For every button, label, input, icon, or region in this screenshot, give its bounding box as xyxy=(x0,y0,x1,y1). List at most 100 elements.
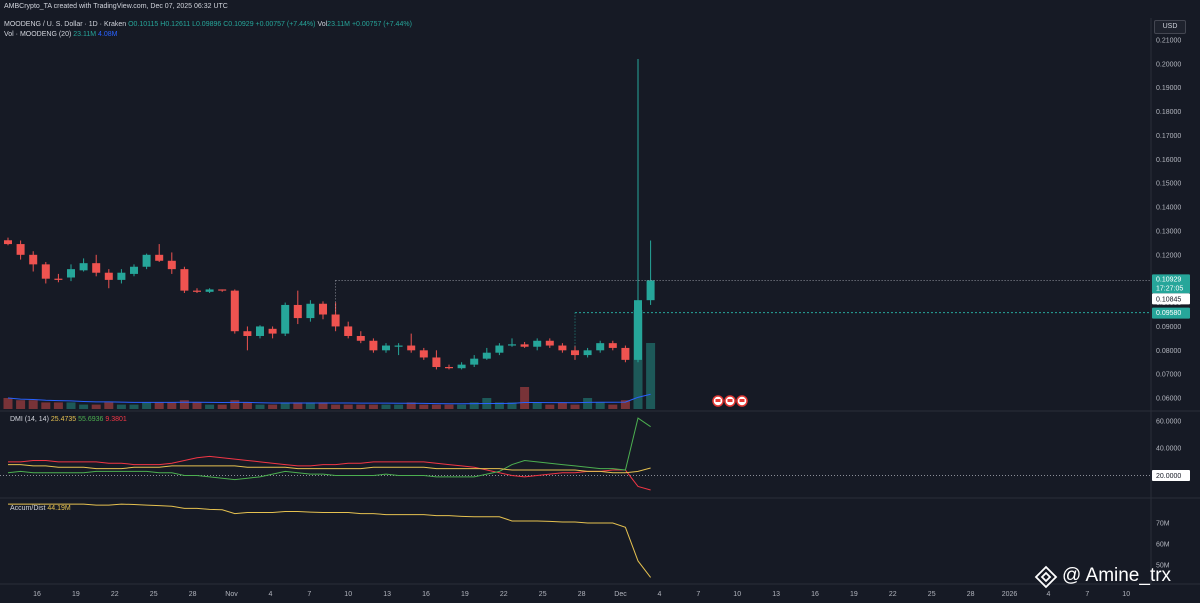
volume-bar xyxy=(507,402,517,409)
time-tick-label: 19 xyxy=(461,591,469,598)
candle-body xyxy=(193,290,201,292)
candle-body xyxy=(29,254,38,265)
vol-indicator-value-2: 4.08M xyxy=(98,31,118,38)
dmi-level-label: 20.0000 xyxy=(1156,473,1181,480)
candle-body xyxy=(4,240,12,245)
price-tick-label: 0.13000 xyxy=(1156,228,1181,235)
time-tick-label: 4 xyxy=(1046,591,1050,598)
time-tick-label: 7 xyxy=(696,591,700,598)
time-tick-label: 13 xyxy=(383,591,391,598)
volume-bar xyxy=(444,404,454,409)
volume-bar xyxy=(104,402,114,409)
candle-body xyxy=(256,326,264,336)
time-tick-label: 7 xyxy=(307,591,311,598)
symbol-title[interactable]: MOODENG / U. S. Dollar · 1D · Kraken xyxy=(4,21,127,28)
event-badge-mark xyxy=(727,399,733,402)
volume-bar xyxy=(368,404,378,409)
accum-legend[interactable]: Accum/Dist 44.19M xyxy=(10,505,71,512)
price-tick-label: 0.15000 xyxy=(1156,181,1181,188)
time-tick-label: 2026 xyxy=(1002,591,1018,598)
candle-body xyxy=(596,343,605,351)
candle-body xyxy=(79,263,88,271)
candle-body xyxy=(482,352,491,359)
dmi-label: DMI (14, 14) xyxy=(10,416,49,423)
vol-label: Vol xyxy=(317,21,328,28)
time-tick-label: Nov xyxy=(225,591,238,598)
last-price-label: 0.10929 xyxy=(1156,276,1181,283)
time-tick-label: 28 xyxy=(189,591,197,598)
candle-body xyxy=(155,254,164,261)
price-tick-label: 0.17000 xyxy=(1156,133,1181,140)
volume-bar xyxy=(532,402,542,409)
volume-bars xyxy=(3,310,656,409)
event-badge-icon xyxy=(736,395,748,407)
price-tick-label: 0.18000 xyxy=(1156,109,1181,116)
countdown-label: 17:27:05 xyxy=(1156,285,1183,292)
dmi-tick-label: 40.0000 xyxy=(1156,446,1181,453)
candle-body xyxy=(407,345,416,351)
candle-body xyxy=(268,328,277,334)
candle-body xyxy=(142,254,151,267)
candle-body xyxy=(180,269,189,291)
ohlc-close: C0.10929 xyxy=(223,21,254,28)
candle-body xyxy=(293,304,302,319)
ohlc-high: H0.12611 xyxy=(160,21,191,28)
time-axis: 16 19 22 25 28 Nov 4 7 10 13 16 19 22 25 28 Dec 4 7 10 13 16… xyxy=(33,591,1130,598)
volume-bar xyxy=(217,404,227,409)
candles xyxy=(4,59,655,370)
currency-button[interactable]: USD xyxy=(1154,20,1186,34)
time-tick-label: 16 xyxy=(33,591,41,598)
time-tick-label: 25 xyxy=(150,591,158,598)
dmi-adx-value: 25.4735 xyxy=(50,416,77,423)
price-tick-label: 0.20000 xyxy=(1156,61,1181,68)
dmi-minus-value: 9.3801 xyxy=(105,416,127,423)
volume-bar xyxy=(570,404,580,409)
candle-body xyxy=(319,303,327,315)
accum-tick-label: 70M xyxy=(1156,521,1170,528)
volume-bar xyxy=(79,404,89,409)
volume-bar xyxy=(28,400,38,409)
candle-body xyxy=(621,347,630,360)
vol-indicator-row[interactable]: Vol · MOODENG (20) 23.11M 4.08M xyxy=(4,31,118,38)
dmi-legend[interactable]: DMI (14, 14) 25.4735 55.6936 9.3801 xyxy=(10,416,127,423)
volume-bar xyxy=(406,402,416,409)
candle-body xyxy=(470,358,479,365)
candle-body xyxy=(218,289,227,291)
time-tick-label: 19 xyxy=(72,591,80,598)
level-price-label: 0.10845 xyxy=(1156,296,1181,303)
volume-bar xyxy=(520,387,530,409)
time-tick-label: 4 xyxy=(268,591,272,598)
candle-body xyxy=(583,350,592,356)
candle-body xyxy=(167,260,176,270)
support-price-tag xyxy=(1152,307,1190,319)
candle-body xyxy=(54,278,63,280)
event-badge-icon xyxy=(724,395,736,407)
candle-body xyxy=(117,272,126,280)
candle-body xyxy=(457,364,466,369)
accum-tick-label: 60M xyxy=(1156,542,1170,549)
candle-body xyxy=(331,314,340,327)
time-tick-label: 16 xyxy=(811,591,819,598)
volume-bar xyxy=(116,404,126,409)
time-tick-label: 25 xyxy=(928,591,936,598)
accum-tick-label: 50M xyxy=(1156,563,1170,570)
volume-bar xyxy=(545,404,555,409)
accum-label: Accum/Dist xyxy=(10,505,46,512)
time-tick-label: 25 xyxy=(539,591,547,598)
time-tick-label: 7 xyxy=(1085,591,1089,598)
candle-body xyxy=(608,343,617,348)
volume-bar xyxy=(129,404,139,409)
candle-body xyxy=(104,272,113,280)
volume-bar xyxy=(331,404,341,409)
candle-body xyxy=(508,344,516,346)
candle-body xyxy=(520,344,529,347)
volume-bar xyxy=(167,402,177,409)
volume-bar xyxy=(154,402,164,409)
candle-body xyxy=(205,289,214,292)
volume-bar xyxy=(179,400,189,409)
candle-body xyxy=(130,266,138,274)
volume-bar xyxy=(608,404,618,409)
candle-body xyxy=(394,345,403,347)
